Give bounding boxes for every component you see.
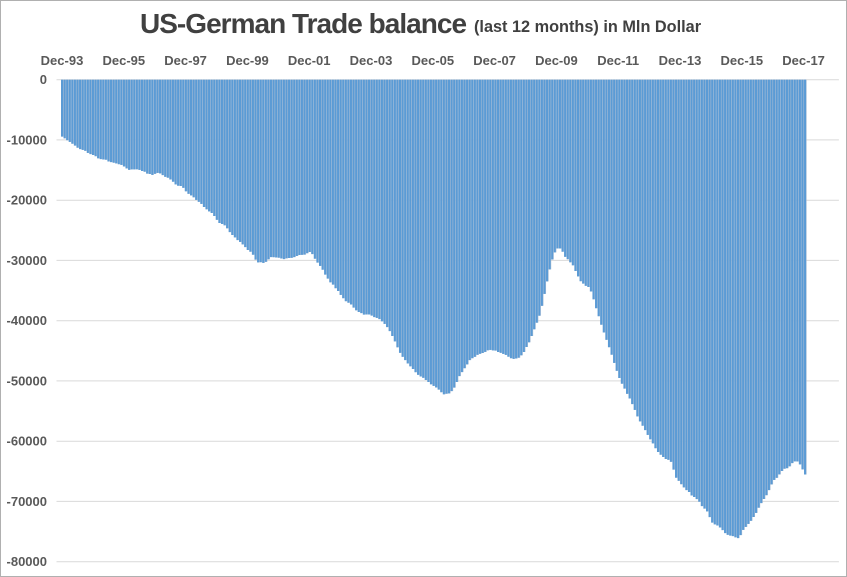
svg-text:-30000: -30000: [7, 253, 47, 268]
svg-text:-10000: -10000: [7, 132, 47, 147]
svg-text:-50000: -50000: [7, 373, 47, 388]
svg-text:Dec-17: Dec-17: [782, 53, 825, 68]
svg-text:-40000: -40000: [7, 313, 47, 328]
svg-text:(last 12 months) in Mln Dollar: (last 12 months) in Mln Dollar: [474, 18, 702, 36]
svg-text:-20000: -20000: [7, 193, 47, 208]
svg-text:Dec-11: Dec-11: [597, 53, 639, 68]
svg-text:Dec-15: Dec-15: [720, 53, 763, 68]
svg-text:Dec-03: Dec-03: [350, 53, 393, 68]
svg-text:Dec-95: Dec-95: [102, 53, 145, 68]
svg-text:Dec-99: Dec-99: [226, 53, 269, 68]
svg-text:Dec-05: Dec-05: [411, 53, 454, 68]
svg-text:-70000: -70000: [7, 494, 47, 509]
svg-text:Dec-13: Dec-13: [659, 53, 702, 68]
svg-text:Dec-01: Dec-01: [288, 53, 331, 68]
svg-text:US-German Trade balance: US-German Trade balance: [140, 8, 466, 39]
svg-text:Dec-09: Dec-09: [535, 53, 578, 68]
svg-text:0: 0: [40, 72, 47, 87]
svg-text:Dec-93: Dec-93: [41, 53, 84, 68]
svg-text:Dec-97: Dec-97: [164, 53, 207, 68]
svg-text:Dec-07: Dec-07: [473, 53, 516, 68]
svg-text:-80000: -80000: [7, 554, 47, 569]
svg-text:-60000: -60000: [7, 434, 47, 449]
